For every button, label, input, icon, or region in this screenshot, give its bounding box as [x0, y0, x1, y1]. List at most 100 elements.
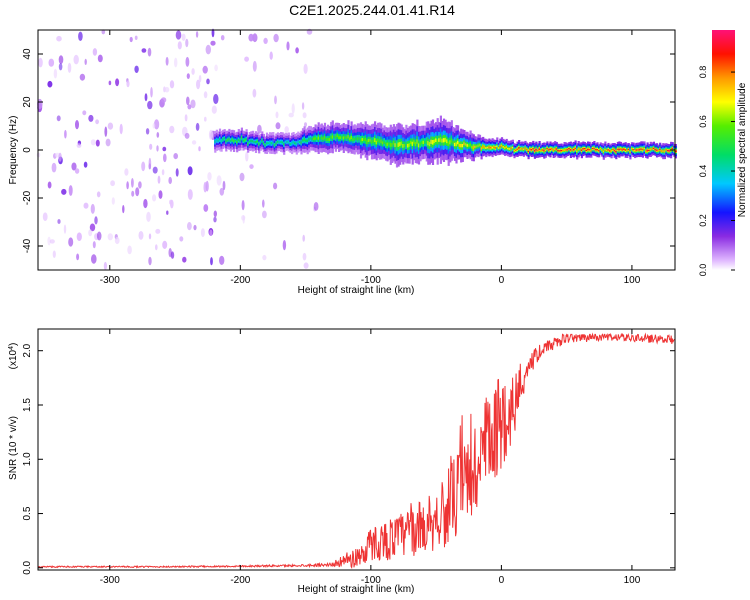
noise-mark — [96, 231, 102, 241]
noise-mark — [198, 75, 202, 83]
ridge-mark — [215, 139, 218, 142]
snr-y-ticks: 0.0 0.5 1.0 1.5 2.0 — [22, 343, 675, 575]
ridge-mark — [253, 141, 256, 143]
noise-mark — [208, 129, 214, 140]
ridge-mark — [231, 138, 234, 141]
noise-mark — [203, 204, 209, 212]
ridge-mark — [450, 138, 453, 143]
snr-y-tick-label: 0.0 — [22, 560, 33, 574]
ridge-mark — [397, 142, 400, 147]
noise-mark — [210, 257, 213, 266]
ridge-mark — [654, 149, 657, 151]
noise-mark — [158, 190, 163, 199]
noise-mark — [47, 181, 52, 189]
ridge-mark — [372, 139, 375, 144]
ridge-mark — [474, 145, 477, 148]
ridge-mark — [446, 139, 449, 144]
ridge-mark — [361, 138, 364, 142]
ridge-mark — [312, 137, 316, 141]
ridge-mark — [615, 150, 618, 153]
ridge-mark — [659, 148, 662, 151]
ridge-mark — [334, 135, 337, 139]
noise-mark — [138, 231, 144, 240]
ridge-mark — [364, 137, 367, 142]
ridge-mark — [366, 140, 369, 144]
ridge-mark — [576, 150, 579, 153]
ridge-mark — [442, 138, 446, 143]
ridge-mark — [311, 137, 314, 141]
noise-mark — [47, 236, 51, 246]
noise-mark — [147, 47, 152, 57]
noise-mark — [149, 143, 153, 150]
ridge-mark — [403, 144, 406, 148]
ridge-mark — [242, 139, 245, 142]
spectrogram-x-tick-label: -200 — [230, 275, 250, 286]
ridge-mark — [402, 144, 405, 148]
ridge-mark — [610, 150, 613, 152]
noise-mark — [204, 116, 207, 122]
noise-mark — [186, 96, 190, 106]
ridge-mark — [388, 142, 391, 146]
ridge-mark — [621, 149, 624, 151]
ridge-mark — [515, 149, 518, 151]
ridge-mark — [309, 137, 312, 140]
ridge-mark — [536, 149, 540, 152]
ridge-mark — [599, 148, 602, 150]
ridge-mark — [630, 148, 634, 150]
noise-mark — [203, 91, 208, 99]
ridge-mark — [276, 140, 280, 143]
noise-mark — [108, 80, 112, 86]
ridge-mark — [348, 137, 352, 141]
ridge-mark — [283, 143, 286, 146]
ridge-mark — [527, 150, 530, 153]
ridge-mark — [223, 137, 226, 140]
ridge-mark — [645, 150, 648, 152]
noise-mark — [191, 140, 197, 145]
noise-mark — [148, 233, 152, 240]
ridge-mark — [663, 150, 666, 153]
ridge-mark — [544, 149, 547, 152]
ridge-mark — [411, 141, 414, 146]
ridge-mark — [381, 141, 384, 145]
noise-mark — [155, 244, 158, 251]
ridge-mark — [225, 140, 228, 143]
colorbar-label: Normalized spectral amplitude — [737, 82, 748, 217]
noise-mark — [56, 35, 62, 42]
ridge-mark — [292, 141, 295, 144]
noise-mark — [165, 56, 169, 66]
noise-mark — [162, 146, 167, 152]
ridge-mark — [543, 149, 546, 152]
spectrogram-y-tick-label: 0 — [22, 147, 33, 153]
noise-mark — [187, 189, 193, 200]
ridge-mark — [562, 149, 565, 152]
ridge-mark — [571, 149, 574, 151]
ridge-mark — [248, 140, 251, 143]
ridge-mark — [640, 148, 643, 150]
noise-mark — [190, 99, 196, 109]
noise-mark — [157, 175, 161, 184]
snr-panel: -300 -200 -100 0 100 0.0 0.5 1.0 1.5 2.0 Height … — [8, 328, 676, 595]
noise-mark — [79, 73, 86, 81]
spectrogram-x-tick-label: 0 — [499, 275, 505, 286]
ridge-mark — [338, 136, 341, 139]
ridge-mark — [370, 140, 374, 144]
ridge-mark — [431, 140, 435, 145]
noise-mark — [148, 157, 152, 169]
noise-mark — [143, 198, 148, 209]
noise-mark — [53, 68, 58, 79]
noise-mark — [184, 132, 190, 139]
snr-y-tick-label: 2.0 — [22, 343, 33, 357]
noise-mark — [179, 236, 184, 242]
ridge-mark — [291, 142, 294, 145]
ridge-mark — [480, 147, 483, 150]
noise-mark — [155, 228, 161, 234]
snr-frame — [37, 328, 676, 571]
colorbar-tick-label: 0.8 — [698, 66, 708, 79]
ridge-mark — [303, 138, 306, 141]
noise-mark — [262, 199, 265, 208]
noise-mark — [182, 256, 187, 263]
ridge-mark — [355, 137, 358, 141]
ridge-mark — [609, 150, 612, 152]
noise-mark — [114, 236, 120, 245]
